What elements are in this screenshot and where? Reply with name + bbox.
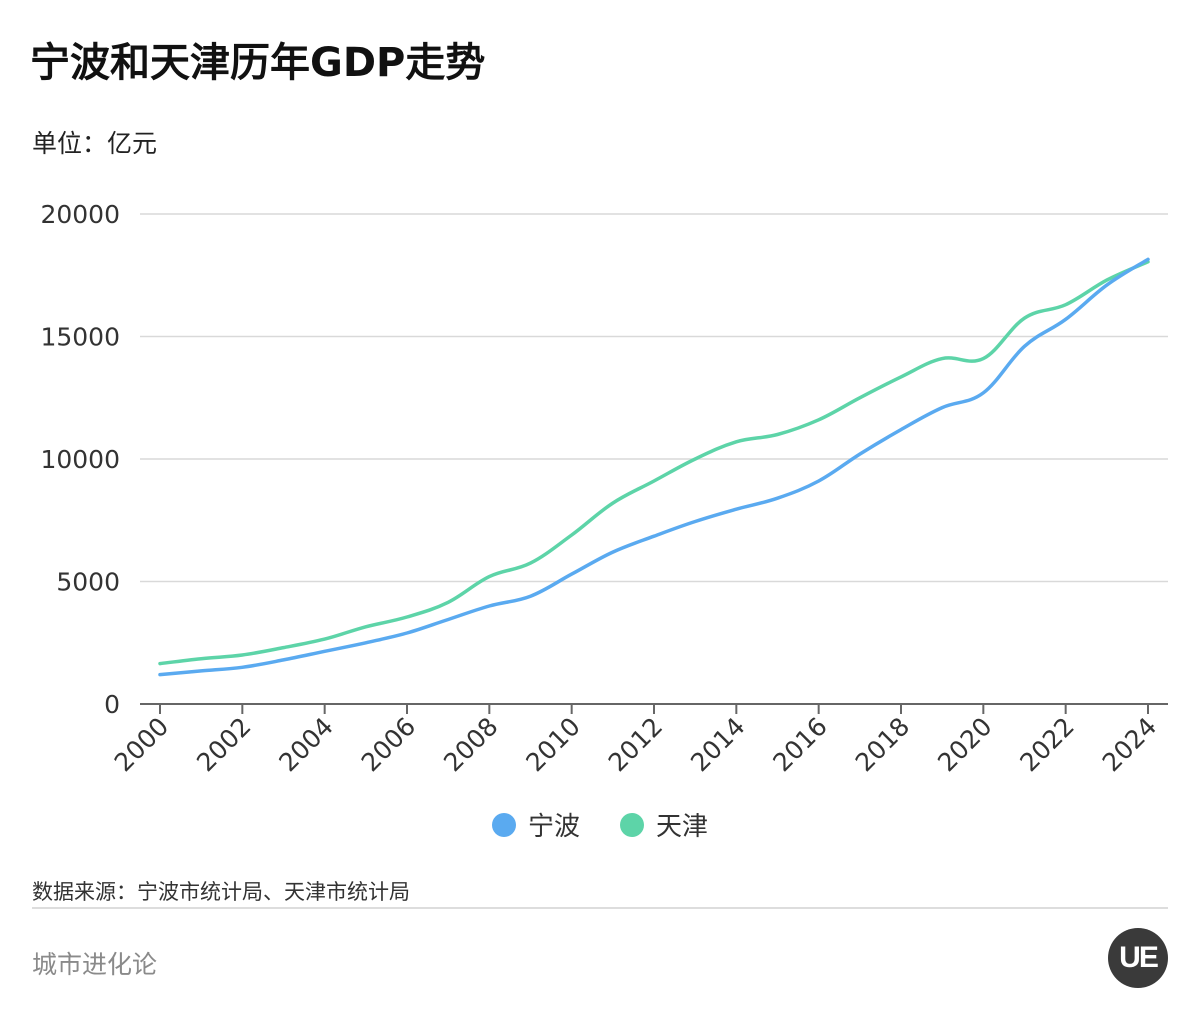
x-tick-label: 2012	[603, 712, 668, 777]
data-source: 数据来源：宁波市统计局、天津市统计局	[32, 880, 410, 904]
legend-label-ningbo: 宁波	[527, 812, 580, 842]
chart-title: 宁波和天津历年GDP走势	[30, 40, 486, 86]
x-tick-label: 2022	[1014, 712, 1079, 777]
legend-item-ningbo[interactable]: 宁波	[491, 806, 580, 843]
series-line-ningbo	[158, 257, 1150, 677]
x-tick-label: 2006	[356, 712, 421, 777]
series-line-tianjin	[158, 260, 1150, 666]
x-tick-label: 2000	[109, 712, 174, 777]
legend-marker-ningbo	[491, 812, 516, 837]
legend-marker-tianjin	[620, 812, 644, 837]
x-tick-label: 2014	[685, 712, 750, 777]
series-layer	[158, 257, 1150, 677]
y-tick-label: 20000	[40, 200, 120, 229]
y-tick-label: 0	[104, 690, 120, 719]
x-tick-label: 2018	[850, 712, 915, 777]
axis-layer: 0 5000 10000 15000 20000 2000 2002 2004 2006 2008…	[40, 200, 1168, 777]
brand-logo: UE	[1108, 928, 1168, 988]
unit-label: 单位：亿元	[32, 129, 158, 158]
x-tick-label: 2002	[191, 712, 256, 777]
brand-name: 城市进化论	[32, 950, 158, 979]
legend-item-tianjin[interactable]: 天津	[620, 806, 708, 843]
legend-label-tianjin: 天津	[656, 812, 709, 842]
legend: 宁波 天津	[0, 806, 1200, 843]
x-tick-label: 2016	[767, 712, 832, 777]
y-tick-label: 5000	[56, 568, 120, 597]
grid-layer	[140, 213, 1168, 583]
footer-divider	[32, 907, 1168, 909]
y-tick-label: 10000	[40, 445, 120, 474]
gdp-line-chart: 0 5000 10000 15000 20000 2000 2002 2004 2006 2008…	[40, 200, 1168, 777]
x-tick-label: 2008	[438, 712, 503, 777]
y-tick-label: 15000	[40, 323, 120, 352]
x-tick-label: 2024	[1097, 712, 1162, 777]
x-tick-label: 2020	[932, 712, 997, 777]
x-tick-label: 2010	[520, 712, 585, 777]
x-tick-label: 2004	[273, 712, 338, 777]
